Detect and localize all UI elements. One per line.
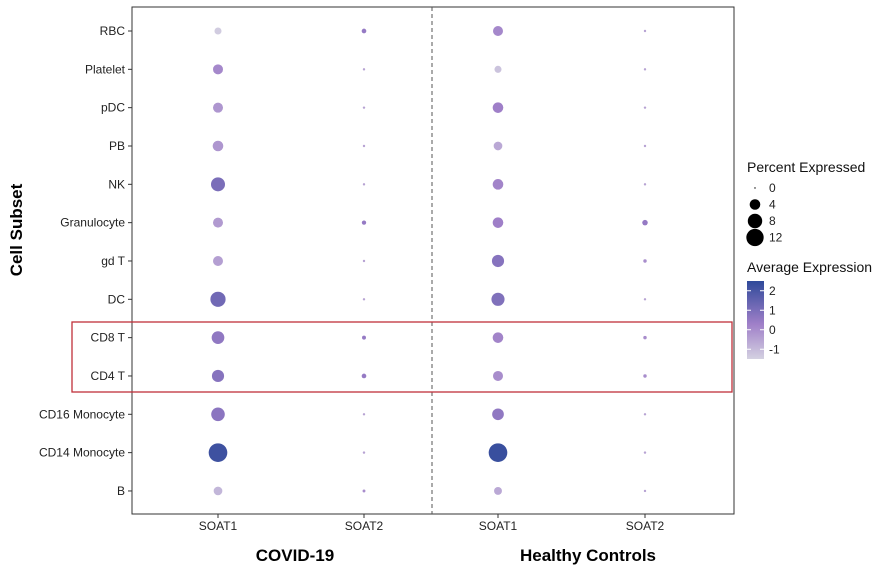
y-tick-label-gd-t: gd T	[101, 254, 125, 268]
dot-healthy-controls-soat1-pdc	[492, 102, 504, 113]
size-legend: Percent Expressed 0 4 8 12	[746, 159, 865, 247]
dot-covid-19-soat1-cd16-monocyte	[211, 407, 225, 422]
dot-covid-19-soat2-nk	[362, 183, 366, 186]
y-tick-labels: RBC Platelet pDC PB NK Granulocyte gd T DC CD8 T…	[39, 24, 132, 498]
dot-covid-19-soat2-cd14-monocyte	[362, 451, 366, 454]
dot-covid-19-soat1-rbc	[214, 27, 222, 35]
dot-covid-19-soat2-cd4-t	[361, 373, 367, 379]
dot-healthy-controls-soat2-pb	[643, 144, 647, 148]
dot-healthy-controls-soat2-cd16-monocyte	[643, 413, 647, 416]
dot-covid-19-soat2-cd8-t	[362, 335, 366, 340]
data-points	[208, 26, 648, 496]
y-tick-label-platelet: Platelet	[85, 62, 126, 76]
y-tick-label-granulocyte: Granulocyte	[60, 216, 125, 230]
dot-healthy-controls-soat2-b	[643, 489, 647, 493]
size-legend-dot	[747, 213, 763, 229]
x-tick-label-soat2: SOAT2	[345, 519, 384, 533]
dot-healthy-controls-soat2-rbc	[643, 29, 647, 33]
size-legend-label: 4	[769, 198, 776, 212]
size-legend-dot	[746, 228, 764, 247]
dot-covid-19-soat2-pdc	[362, 106, 366, 109]
dot-covid-19-soat1-nk	[211, 177, 225, 192]
y-tick-label-cd4-t: CD4 T	[91, 369, 126, 383]
color-legend: Average Expression 2 1 0 -1	[747, 259, 872, 359]
dot-healthy-controls-soat1-b	[494, 487, 502, 495]
y-tick-label-rbc: RBC	[100, 24, 126, 38]
size-legend-label: 8	[769, 214, 776, 228]
y-tick-label-pb: PB	[109, 139, 125, 153]
y-tick-label-dc: DC	[108, 292, 126, 306]
dot-covid-19-soat2-platelet	[362, 68, 366, 71]
panel-label-covid: COVID-19	[256, 546, 334, 565]
y-axis-title: Cell Subset	[7, 183, 26, 276]
dot-covid-19-soat1-pdc	[213, 102, 223, 113]
panel-label-healthy: Healthy Controls	[520, 546, 656, 565]
color-legend-label: -1	[769, 342, 780, 356]
dot-healthy-controls-soat2-cd8-t	[643, 335, 647, 340]
dot-covid-19-soat1-pb	[212, 140, 224, 152]
dot-healthy-controls-soat2-cd4-t	[643, 374, 647, 378]
color-legend-title: Average Expression	[747, 259, 872, 275]
y-tick-label-cd8-t: CD8 T	[91, 331, 126, 345]
dot-healthy-controls-soat2-nk	[643, 183, 647, 186]
size-legend-dot	[749, 199, 761, 210]
dot-covid-19-soat2-gd-t	[362, 259, 366, 263]
dot-healthy-controls-soat1-cd14-monocyte	[488, 443, 508, 462]
y-tick-label-cd14-monocyte: CD14 Monocyte	[39, 446, 125, 460]
size-legend-dot	[754, 187, 756, 189]
y-tick-label-cd16-monocyte: CD16 Monocyte	[39, 407, 125, 421]
size-legend-title: Percent Expressed	[747, 159, 865, 175]
dot-healthy-controls-soat1-gd-t	[491, 254, 505, 268]
dot-covid-19-soat2-granulocyte	[361, 220, 367, 225]
size-legend-label: 12	[769, 231, 783, 245]
dot-covid-19-soat1-cd8-t	[211, 331, 225, 344]
dot-healthy-controls-soat1-nk	[492, 179, 504, 190]
dot-covid-19-soat1-b	[213, 486, 223, 496]
dot-covid-19-soat1-dc	[210, 291, 226, 307]
dot-healthy-controls-soat1-cd8-t	[492, 332, 504, 343]
x-tick-label-soat1: SOAT1	[199, 519, 238, 533]
color-legend-bar	[747, 281, 764, 359]
dot-healthy-controls-soat1-rbc	[493, 26, 503, 36]
dot-covid-19-soat1-cd4-t	[211, 369, 225, 383]
dot-covid-19-soat1-platelet	[213, 64, 223, 75]
color-legend-label: 1	[769, 303, 776, 317]
color-legend-label: 2	[769, 284, 776, 298]
dot-healthy-controls-soat2-platelet	[643, 68, 647, 71]
size-legend-label: 0	[769, 181, 776, 195]
dot-healthy-controls-soat1-dc	[491, 292, 505, 306]
dot-covid-19-soat2-rbc	[361, 28, 367, 34]
dot-covid-19-soat2-pb	[362, 144, 366, 148]
dot-healthy-controls-soat1-cd4-t	[493, 370, 503, 381]
color-legend-label: 0	[769, 323, 776, 337]
dot-healthy-controls-soat2-pdc	[643, 106, 647, 109]
dot-covid-19-soat2-b	[362, 489, 366, 493]
x-tick-labels: SOAT1 SOAT2 SOAT1 SOAT2	[199, 514, 665, 533]
dot-covid-19-soat1-gd-t	[213, 255, 223, 266]
dot-healthy-controls-soat1-granulocyte	[492, 217, 504, 228]
highlight-box-cd8-cd4	[71, 321, 733, 393]
dot-healthy-controls-soat1-pb	[493, 141, 503, 151]
x-tick-label-soat1: SOAT1	[479, 519, 518, 533]
y-tick-label-b: B	[117, 484, 125, 498]
dot-healthy-controls-soat1-cd16-monocyte	[492, 408, 504, 421]
dot-covid-19-soat2-dc	[362, 298, 366, 301]
dot-healthy-controls-soat1-platelet	[494, 65, 502, 73]
dot-healthy-controls-soat2-dc	[643, 298, 647, 301]
dot-healthy-controls-soat2-cd14-monocyte	[643, 451, 647, 454]
dot-covid-19-soat2-cd16-monocyte	[362, 413, 366, 416]
x-tick-label-soat2: SOAT2	[626, 519, 665, 533]
dot-covid-19-soat1-granulocyte	[213, 217, 223, 228]
y-tick-label-nk: NK	[108, 177, 125, 191]
dot-healthy-controls-soat2-gd-t	[643, 259, 647, 263]
y-tick-label-pdc: pDC	[101, 101, 125, 115]
dot-healthy-controls-soat2-granulocyte	[642, 219, 648, 226]
dot-covid-19-soat1-cd14-monocyte	[208, 443, 228, 462]
